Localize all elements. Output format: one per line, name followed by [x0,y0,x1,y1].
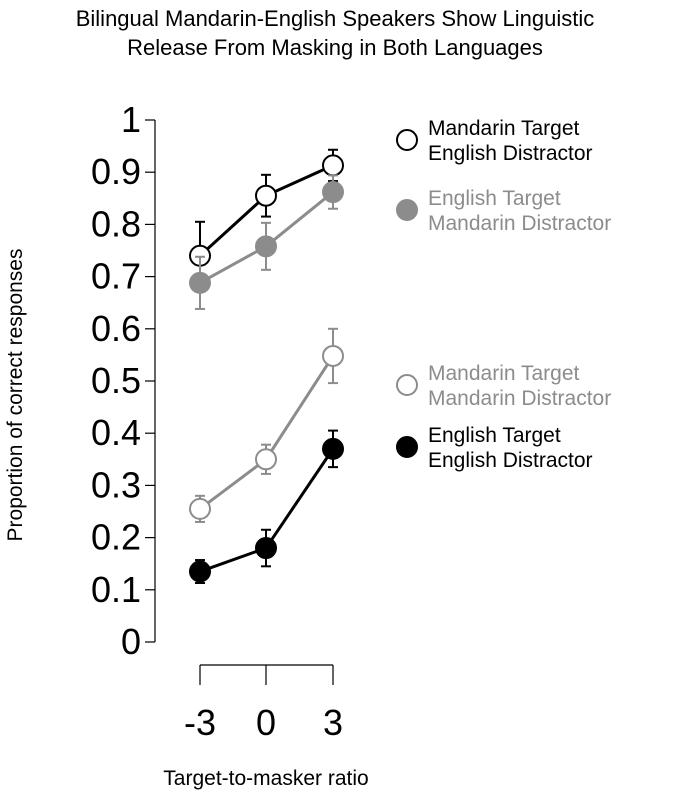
data-point [322,344,344,367]
chart-title: Bilingual Mandarin-English Speakers Show… [76,6,595,60]
y-tick-label: 0.7 [91,256,141,297]
legend-label: English Distractor [428,142,593,165]
data-point [255,448,277,471]
data-point [322,181,344,204]
series-line [199,355,335,511]
legend-marker [396,199,418,221]
legend-marker [396,129,418,151]
y-tick-label: 0.6 [91,308,141,349]
x-tick-label: -3 [184,702,216,743]
legend-label: Mandarin Target [428,362,580,385]
series-3 [189,327,344,523]
y-tick-label: 0.4 [91,412,141,453]
data-point [189,560,211,583]
data-point [189,271,211,294]
y-tick-label: 0.8 [91,203,141,244]
plot-area [189,148,344,585]
y-tick-label: 1 [121,99,141,140]
data-point [322,154,344,177]
legend-label: Mandarin Distractor [428,387,611,410]
legend-label: Mandarin Target [428,117,580,140]
x-axis: -3 0 3 [184,664,343,743]
legend-label: Mandarin Distractor [428,212,611,235]
y-tick-label: 0 [121,621,141,662]
y-tick-label: 0.1 [91,569,141,610]
series-2 [189,174,344,310]
legend-label: English Target [428,187,561,210]
x-tick-label: 0 [256,702,276,743]
data-point [255,184,277,207]
chart-title-line: Release From Masking in Both Languages [127,35,543,60]
data-point [189,497,211,520]
data-point [255,235,277,258]
y-axis-label: Proportion of correct responses [4,249,27,542]
y-tick-label: 0.3 [91,464,141,505]
legend-marker [396,436,418,458]
data-point [255,537,277,560]
legend-marker [396,374,418,396]
y-axis: 0 0.1 0.2 0.3 0.4 0.5 0.6 0.7 0.8 0.9 1 [91,99,156,662]
data-point [322,437,344,460]
y-tick-label: 0.2 [91,517,141,558]
y-tick-label: 0.9 [91,151,141,192]
x-axis-label: Target-to-masker ratio [163,767,368,790]
series-4 [189,429,344,585]
x-tick-label: 3 [323,702,343,743]
chart-title-line: Bilingual Mandarin-English Speakers Show… [76,6,595,31]
y-tick-label: 0.5 [91,360,141,401]
legend-label: English Target [428,424,561,447]
legend-label: English Distractor [428,449,593,472]
